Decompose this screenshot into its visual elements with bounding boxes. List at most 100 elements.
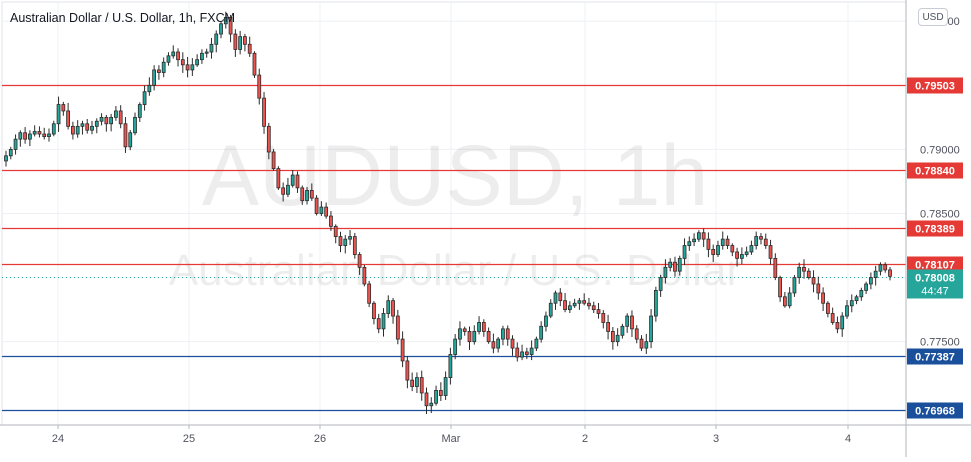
candle[interactable]	[209, 37, 214, 59]
candle[interactable]	[725, 235, 730, 250]
candle[interactable]	[864, 281, 868, 294]
candle[interactable]	[472, 325, 477, 345]
candle[interactable]	[768, 239, 773, 265]
candle[interactable]	[888, 267, 892, 281]
candle[interactable]	[152, 65, 157, 91]
candle[interactable]	[749, 240, 754, 255]
candle[interactable]	[845, 300, 849, 319]
candle[interactable]	[701, 228, 706, 247]
candle[interactable]	[663, 259, 668, 284]
candle[interactable]	[352, 232, 357, 259]
candle[interactable]	[797, 262, 802, 284]
candle[interactable]	[171, 45, 176, 59]
candle[interactable]	[763, 233, 768, 249]
candle[interactable]	[133, 112, 137, 136]
candle[interactable]	[744, 246, 749, 257]
candle[interactable]	[195, 54, 200, 67]
candle[interactable]	[329, 211, 333, 231]
candle[interactable]	[386, 295, 391, 319]
candle[interactable]	[142, 85, 147, 111]
candle[interactable]	[372, 301, 376, 325]
candle[interactable]	[883, 262, 888, 273]
candle[interactable]	[849, 294, 854, 313]
candle[interactable]	[290, 169, 295, 188]
candle[interactable]	[367, 280, 372, 308]
candle[interactable]	[548, 299, 553, 319]
candle[interactable]	[606, 314, 610, 340]
candle[interactable]	[558, 288, 563, 307]
candle[interactable]	[716, 240, 720, 257]
candle[interactable]	[176, 48, 180, 67]
candle[interactable]	[185, 56, 190, 78]
candle[interactable]	[161, 57, 166, 78]
candle[interactable]	[47, 128, 51, 142]
candle[interactable]	[835, 316, 840, 334]
candle[interactable]	[300, 185, 305, 205]
candle[interactable]	[13, 134, 18, 155]
candle[interactable]	[677, 255, 682, 276]
candle[interactable]	[739, 247, 744, 265]
candle[interactable]	[18, 130, 23, 147]
candle[interactable]	[362, 264, 367, 287]
candle[interactable]	[99, 113, 104, 126]
candle[interactable]	[381, 308, 386, 337]
candle[interactable]	[730, 243, 735, 257]
candle[interactable]	[505, 325, 510, 346]
candle[interactable]	[415, 372, 419, 393]
candle[interactable]	[23, 127, 27, 144]
candle[interactable]	[338, 231, 343, 253]
candle[interactable]	[223, 11, 228, 29]
candle[interactable]	[37, 126, 42, 138]
candle[interactable]	[128, 129, 133, 151]
candle[interactable]	[157, 65, 161, 80]
candle[interactable]	[238, 30, 243, 55]
candle[interactable]	[486, 327, 491, 344]
candle[interactable]	[51, 120, 56, 137]
candle[interactable]	[314, 195, 319, 216]
candle[interactable]	[343, 235, 348, 254]
candle[interactable]	[596, 303, 601, 319]
candle[interactable]	[830, 307, 835, 325]
candle[interactable]	[711, 244, 716, 262]
candle[interactable]	[649, 309, 653, 349]
candle[interactable]	[118, 105, 123, 129]
candle[interactable]	[104, 114, 109, 132]
candle[interactable]	[85, 118, 90, 134]
candle[interactable]	[577, 297, 582, 310]
candle[interactable]	[696, 230, 701, 242]
candle[interactable]	[653, 286, 658, 322]
candle[interactable]	[271, 148, 276, 171]
candle[interactable]	[591, 301, 596, 314]
currency-button[interactable]: USD	[918, 8, 948, 26]
candle[interactable]	[601, 310, 606, 329]
candle[interactable]	[214, 30, 219, 53]
candle[interactable]	[759, 233, 763, 245]
candle[interactable]	[247, 36, 252, 57]
candle[interactable]	[233, 29, 238, 57]
candle[interactable]	[204, 48, 209, 58]
candle[interactable]	[582, 293, 587, 306]
candle[interactable]	[625, 313, 630, 333]
candle[interactable]	[114, 106, 118, 121]
candle[interactable]	[61, 101, 66, 116]
candle[interactable]	[782, 291, 787, 308]
candle[interactable]	[400, 331, 405, 368]
candle[interactable]	[109, 113, 114, 132]
candle[interactable]	[634, 325, 639, 344]
candle[interactable]	[276, 166, 281, 190]
candle[interactable]	[816, 276, 821, 300]
candle[interactable]	[644, 333, 649, 354]
candle[interactable]	[658, 274, 663, 297]
candle[interactable]	[773, 253, 778, 281]
candle[interactable]	[491, 333, 496, 354]
candle[interactable]	[811, 270, 816, 293]
candle[interactable]	[553, 290, 558, 310]
candle[interactable]	[682, 238, 687, 266]
candle[interactable]	[529, 340, 534, 361]
candle[interactable]	[281, 182, 286, 202]
candle[interactable]	[467, 326, 472, 350]
candle[interactable]	[821, 287, 825, 312]
candle[interactable]	[878, 262, 883, 276]
candle[interactable]	[147, 77, 152, 96]
candle[interactable]	[376, 313, 381, 334]
